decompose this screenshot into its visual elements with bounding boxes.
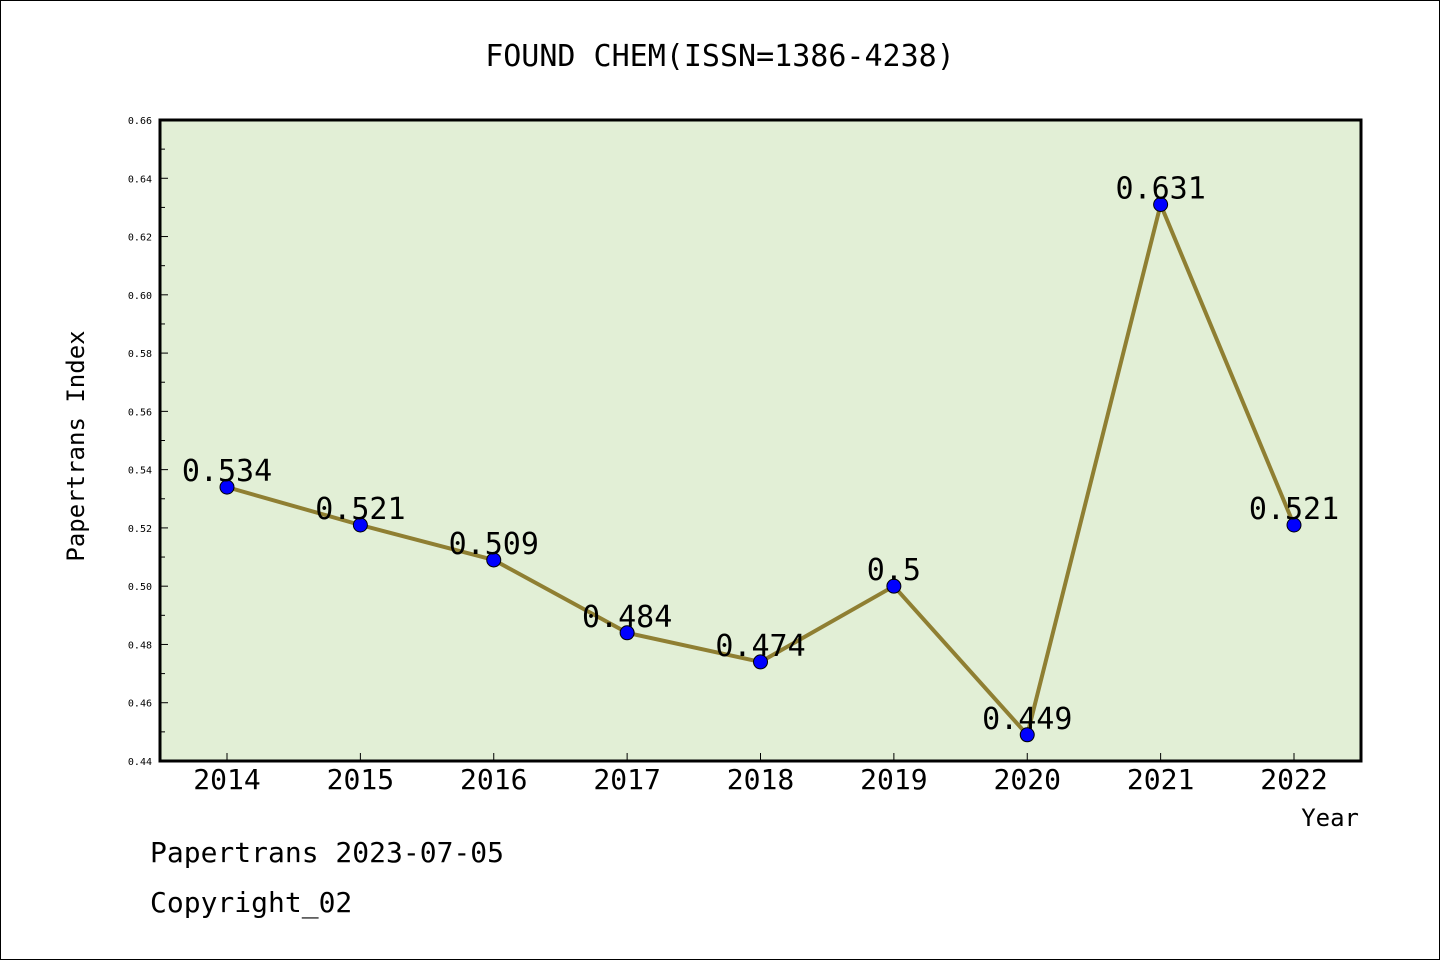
footer-copyright: Copyright_02 bbox=[150, 886, 353, 919]
footer-date: Papertrans 2023-07-05 bbox=[150, 836, 505, 869]
y-axis-label: Papertrans Index bbox=[62, 330, 90, 561]
x-tick-label: 2014 bbox=[193, 763, 260, 796]
data-label: 0.521 bbox=[1249, 492, 1339, 527]
data-point bbox=[352, 517, 368, 533]
data-label: 0.5 bbox=[867, 553, 921, 588]
y-tick-label: 0.52 bbox=[128, 524, 152, 535]
x-tick-label: 2016 bbox=[460, 763, 527, 796]
x-axis: 2014 2015 2016 2017 2018 2019 2020 2021 2022 bbox=[193, 753, 1328, 796]
x-axis-label: Year bbox=[1301, 804, 1359, 832]
data-point bbox=[1286, 517, 1302, 533]
data-point bbox=[886, 578, 902, 594]
y-tick-label: 0.48 bbox=[128, 640, 152, 651]
data-point bbox=[1153, 196, 1169, 212]
series-layer bbox=[219, 196, 1302, 743]
y-tick-label: 0.56 bbox=[128, 407, 152, 418]
data-label-layer: 0.534 0.521 0.509 0.484 0.474 0.5 0.449 0.631 0.… bbox=[182, 171, 1339, 736]
x-tick-label: 2017 bbox=[593, 763, 660, 796]
data-label: 0.534 bbox=[182, 454, 272, 489]
data-label: 0.484 bbox=[582, 600, 672, 635]
y-tick-label: 0.62 bbox=[128, 233, 152, 244]
x-tick-label: 2020 bbox=[994, 763, 1061, 796]
data-label: 0.449 bbox=[982, 702, 1072, 737]
data-point bbox=[219, 479, 235, 495]
chart-title: FOUND CHEM(ISSN=1386-4238) bbox=[485, 39, 955, 74]
data-point bbox=[486, 552, 502, 568]
x-tick-label: 2015 bbox=[327, 763, 394, 796]
data-label: 0.631 bbox=[1115, 171, 1205, 206]
x-tick-label: 2018 bbox=[727, 763, 794, 796]
y-axis: 0.44 0.46 0.48 0.50 0.52 0.54 0.56 0.58 0.60 0.62… bbox=[128, 116, 168, 768]
y-tick-label: 0.60 bbox=[128, 291, 152, 302]
y-tick-label: 0.54 bbox=[128, 466, 152, 477]
x-tick-label: 2019 bbox=[860, 763, 927, 796]
data-label: 0.509 bbox=[449, 527, 539, 562]
data-label: 0.474 bbox=[715, 629, 805, 664]
data-point bbox=[1019, 727, 1035, 743]
y-tick-label: 0.44 bbox=[128, 757, 152, 768]
y-tick-label: 0.50 bbox=[128, 582, 152, 593]
data-point bbox=[753, 654, 768, 670]
y-tick-label: 0.66 bbox=[128, 116, 152, 127]
data-point bbox=[619, 625, 635, 641]
y-tick-label: 0.58 bbox=[128, 349, 152, 360]
plot-area bbox=[158, 118, 1363, 763]
data-label: 0.521 bbox=[315, 492, 405, 527]
y-tick-label: 0.46 bbox=[128, 699, 152, 710]
x-tick-label: 2022 bbox=[1260, 763, 1327, 796]
x-tick-label: 2021 bbox=[1127, 763, 1194, 796]
y-tick-label: 0.64 bbox=[128, 174, 152, 185]
